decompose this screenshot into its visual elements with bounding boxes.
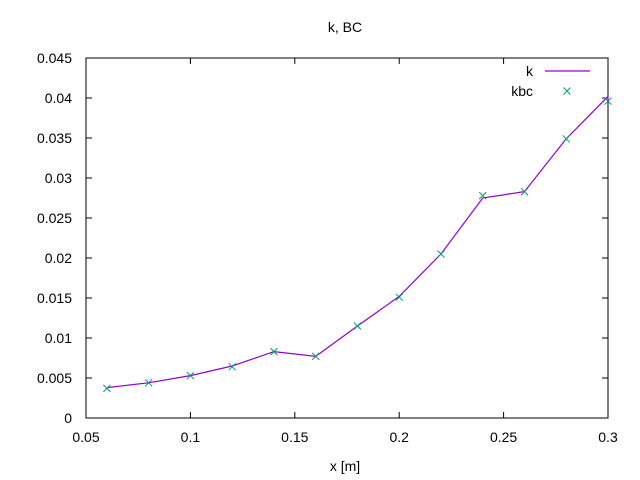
y-tick-label: 0.04 [45, 90, 72, 106]
data-point-kbc-stroke [437, 250, 445, 258]
legend: k kbc [511, 63, 590, 99]
plot-frame [85, 57, 609, 419]
y-tick-label: 0 [64, 410, 72, 426]
data-point-kbc-stroke [186, 371, 195, 380]
data-point-kbc-stroke [311, 352, 320, 361]
data-point-kbc [395, 293, 404, 302]
data-point-kbc-stroke [395, 293, 404, 302]
y-tick-label: 0.025 [37, 210, 72, 226]
y-axis-ticks: 0 0.005 0.01 0.015 0.02 0.025 0.03 0.035 0.04 0.0… [37, 50, 608, 426]
y-tick-label: 0.035 [37, 130, 72, 146]
series-line-k [106, 94, 609, 389]
legend-marker-kbc-cross [563, 87, 571, 95]
data-point-kbc-stroke [228, 362, 237, 371]
data-point-kbc [520, 187, 529, 196]
data-point-kbc [186, 371, 195, 380]
y-tick-label: 0.02 [45, 250, 72, 266]
x-tick-label: 0.1 [181, 429, 201, 445]
series-layer [103, 94, 612, 393]
legend-label-kbc: kbc [511, 83, 533, 99]
data-point-kbc-stroke [103, 384, 111, 393]
data-point-kbc [353, 322, 362, 330]
data-point-kbc [562, 134, 571, 143]
x-axis-ticks: 0.05 0.1 0.15 0.2 0.25 0.3 [72, 58, 618, 445]
data-point-kbc-stroke [270, 347, 278, 356]
data-point-kbc [437, 250, 445, 258]
data-point-kbc [103, 384, 111, 393]
data-point-kbc [270, 347, 278, 356]
data-point-kbc [604, 97, 612, 106]
y-tick-label: 0.03 [45, 170, 72, 186]
data-point-kbc [478, 191, 487, 200]
y-tick-label: 0.01 [45, 330, 72, 346]
legend-marker-kbc [563, 87, 571, 95]
x-tick-label: 0.15 [281, 429, 308, 445]
y-tick-label: 0.015 [37, 290, 72, 306]
data-point-kbc-stroke [144, 378, 153, 387]
data-point-kbc [228, 362, 237, 371]
y-tick-label: 0.005 [37, 370, 72, 386]
x-tick-label: 0.05 [72, 429, 99, 445]
legend-marker-kbc-cross-stroke [563, 87, 571, 95]
data-point-kbc [311, 352, 320, 361]
data-point-kbc-stroke [604, 97, 612, 106]
x-tick-label: 0.2 [389, 429, 409, 445]
data-point-kbc [144, 378, 153, 387]
data-point-kbc-stroke [562, 134, 571, 143]
x-tick-label: 0.3 [598, 429, 618, 445]
chart-title: k, BC [328, 19, 362, 35]
data-point-kbc-stroke [353, 322, 362, 330]
y-tick-label: 0.045 [37, 50, 72, 66]
x-axis-label: x [m] [330, 458, 360, 474]
x-tick-label: 0.25 [490, 429, 517, 445]
data-point-kbc-stroke [478, 191, 487, 200]
legend-label-k: k [526, 63, 534, 79]
data-point-kbc-stroke [520, 187, 529, 196]
